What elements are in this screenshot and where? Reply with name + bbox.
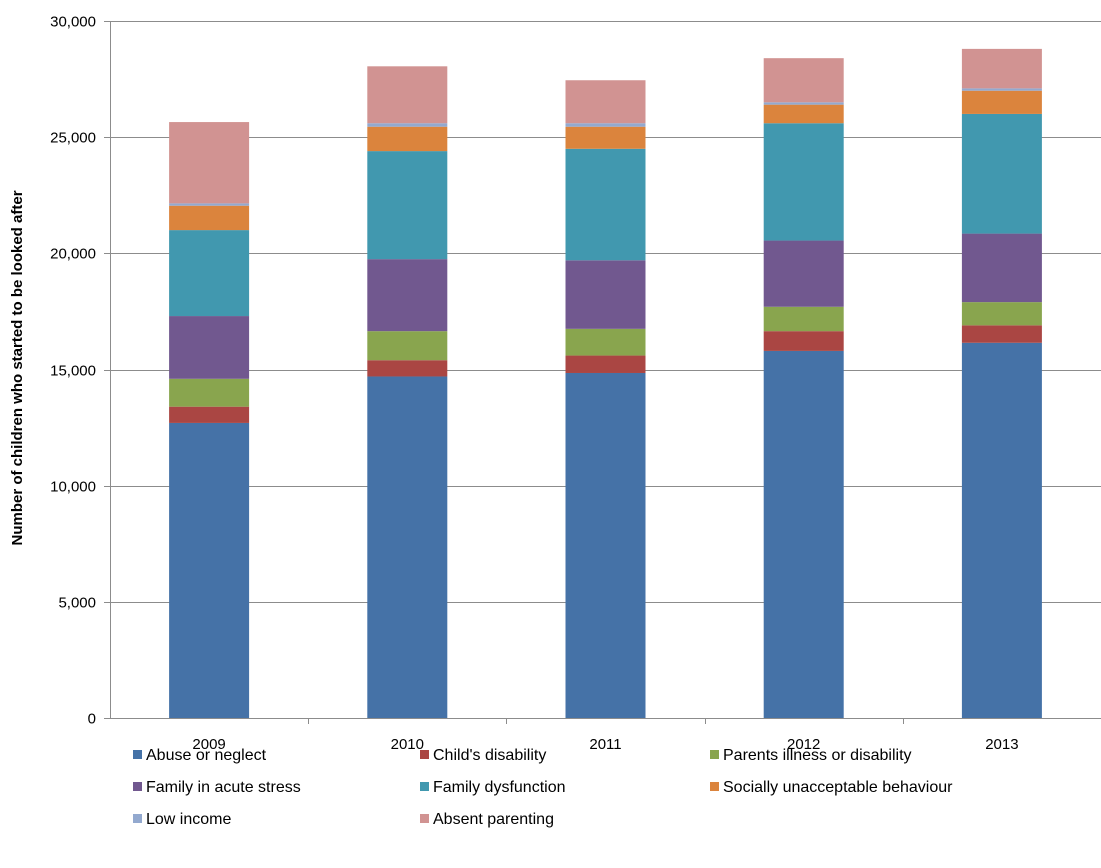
bar-segment	[764, 331, 844, 351]
legend-swatch	[710, 782, 719, 791]
bar-segment	[962, 234, 1042, 303]
x-tick-label: 2011	[589, 736, 621, 753]
legend-label: Abuse or neglect	[146, 747, 267, 764]
legend-label: Absent parenting	[433, 811, 554, 828]
bar-segment	[764, 123, 844, 240]
bar-segment	[367, 123, 447, 126]
y-tick-label: 20,000	[50, 246, 96, 263]
bar-segment	[764, 241, 844, 307]
bar-segment	[367, 66, 447, 123]
bar-segment	[962, 88, 1042, 90]
bar-segment	[169, 206, 249, 230]
x-tick-label: 2013	[985, 736, 1018, 753]
bar-segment	[962, 49, 1042, 88]
y-tick-label: 15,000	[50, 363, 96, 380]
bar-segment	[962, 325, 1042, 342]
bar-segment	[169, 230, 249, 316]
legend-swatch	[420, 782, 429, 791]
bar-segment	[764, 351, 844, 718]
bar-segment	[566, 329, 646, 356]
legend-swatch	[133, 782, 142, 791]
legend-label: Low income	[146, 811, 231, 828]
y-tick-label: 10,000	[50, 479, 96, 496]
bar-segment	[962, 343, 1042, 718]
bar-segment	[367, 331, 447, 360]
legend-label: Family in acute stress	[146, 779, 301, 796]
bar-segment	[566, 373, 646, 718]
bar-segment	[764, 58, 844, 102]
legend-swatch	[133, 750, 142, 759]
y-tick-label: 30,000	[50, 14, 96, 31]
bar-segment	[169, 316, 249, 379]
bar-segment	[962, 91, 1042, 114]
bar-segment	[169, 407, 249, 423]
bar-segment	[764, 307, 844, 331]
legend-swatch	[420, 750, 429, 759]
bar-segment	[367, 151, 447, 259]
legend: Abuse or neglect Child's disability Parent…	[133, 747, 953, 828]
y-tick-label: 5,000	[58, 595, 96, 612]
legend-label: Parents illness or disability	[723, 747, 912, 764]
bar-segment	[367, 360, 447, 376]
legend-swatch	[133, 814, 142, 823]
bar-segment	[566, 356, 646, 373]
legend-swatch	[710, 750, 719, 759]
bar-segment	[566, 80, 646, 123]
bar-segment	[566, 260, 646, 329]
legend-swatch	[420, 814, 429, 823]
bar-segment	[367, 127, 447, 151]
x-tick-label: 2010	[391, 736, 424, 753]
bar-segment	[566, 127, 646, 149]
bar-segment	[367, 376, 447, 718]
legend-label: Socially unacceptable behaviour	[723, 779, 953, 796]
bar-segment	[962, 114, 1042, 234]
bar-segment	[367, 259, 447, 331]
legend-label: Child's disability	[433, 747, 546, 764]
y-tick-label: 25,000	[50, 130, 96, 147]
bar-segment	[566, 123, 646, 126]
bar-segment	[764, 105, 844, 124]
bar-segment	[169, 379, 249, 407]
y-axis-title: Number of children who started to be loo…	[9, 190, 26, 545]
bar-segment	[962, 302, 1042, 325]
bars	[169, 49, 1042, 718]
y-tick-label: 0	[88, 711, 96, 728]
legend-label: Family dysfunction	[433, 779, 566, 796]
bar-segment	[169, 203, 249, 205]
bar-segment	[169, 423, 249, 718]
bar-segment	[566, 149, 646, 261]
bar-segment	[764, 102, 844, 104]
bar-segment	[169, 122, 249, 203]
